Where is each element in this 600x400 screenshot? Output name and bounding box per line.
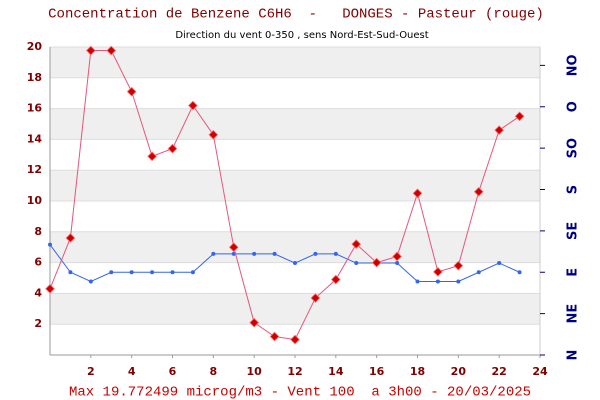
point — [433, 267, 443, 277]
x-tick-label: 18 — [410, 365, 425, 378]
y-tick-label: 4 — [34, 286, 42, 299]
y-tick-label: 20 — [27, 40, 43, 53]
point — [126, 86, 137, 97]
point — [293, 261, 297, 266]
point — [190, 270, 195, 275]
point — [453, 260, 464, 271]
x-tick-label: 24 — [532, 365, 548, 378]
y-tick-label: 14 — [27, 132, 43, 145]
x-tick-label: 4 — [128, 365, 136, 378]
point — [150, 270, 155, 275]
grid-band — [50, 170, 540, 201]
point — [290, 334, 300, 345]
point — [272, 251, 277, 256]
point — [48, 242, 52, 247]
point — [456, 279, 461, 284]
x-tick-label: 6 — [169, 365, 177, 378]
y2-tick-label: SO — [566, 138, 581, 158]
point — [106, 45, 117, 56]
point — [68, 270, 73, 275]
point — [412, 188, 423, 199]
y2-tick-label: N — [566, 350, 581, 361]
point — [310, 293, 321, 303]
point — [517, 270, 522, 275]
chart-subtitle: Direction du vent 0-350 , sens Nord-Est-… — [175, 30, 428, 41]
chart-footer: Max 19.772499 microg/m3 - Vent 100 a 3h0… — [69, 385, 531, 400]
x-tick-label: 10 — [247, 365, 263, 378]
point — [331, 274, 341, 285]
grid-band — [50, 293, 540, 325]
point — [435, 279, 440, 284]
point — [249, 317, 259, 328]
grid-band — [50, 108, 540, 140]
y2-tick-label: E — [566, 268, 581, 277]
point — [333, 251, 338, 256]
point — [208, 129, 219, 140]
x-tick-label: 14 — [328, 365, 344, 378]
point — [476, 270, 481, 275]
point — [514, 111, 525, 122]
y-tick-label: 12 — [27, 163, 42, 176]
point — [147, 151, 157, 162]
y2-tick-label: NE — [566, 304, 581, 324]
point — [252, 251, 257, 256]
y-tick-label: 6 — [34, 256, 42, 269]
point — [231, 251, 236, 256]
x-tick-label: 16 — [369, 365, 385, 378]
point — [354, 261, 359, 266]
y2-tick-label: SE — [566, 222, 581, 240]
point — [188, 100, 198, 111]
point — [473, 186, 484, 197]
point — [170, 270, 175, 275]
point — [109, 270, 114, 275]
x-tick-label: 22 — [492, 365, 507, 378]
point — [415, 279, 420, 284]
y-tick-label: 16 — [27, 102, 43, 115]
grid-band — [50, 231, 540, 263]
y-tick-label: 8 — [34, 225, 42, 238]
x-tick-label: 12 — [287, 365, 302, 378]
point — [313, 251, 318, 256]
point — [211, 251, 216, 256]
point — [392, 251, 402, 262]
x-tick-label: 20 — [451, 365, 467, 378]
point — [86, 45, 96, 56]
point — [45, 283, 55, 294]
point — [129, 270, 134, 275]
x-tick-label: 2 — [87, 365, 95, 378]
point — [269, 331, 280, 342]
chart-title: Concentration de Benzene C6H6 - DONGES -… — [48, 7, 544, 23]
point — [395, 261, 400, 266]
y2-tick-label: S — [566, 185, 581, 194]
grid-band — [50, 47, 540, 78]
x-tick-label: 8 — [210, 365, 218, 378]
point — [494, 125, 504, 135]
y-tick-label: 18 — [27, 71, 42, 84]
point — [88, 279, 93, 284]
y2-tick-label: O — [566, 101, 581, 112]
point — [371, 257, 382, 268]
point — [497, 261, 502, 266]
point — [228, 242, 239, 253]
point — [167, 143, 178, 154]
series-line — [49, 244, 520, 282]
y2-tick-label: NO — [566, 54, 581, 76]
point — [65, 233, 76, 243]
y-tick-label: 2 — [34, 317, 42, 330]
y-tick-label: 10 — [27, 194, 43, 207]
point — [351, 239, 362, 249]
